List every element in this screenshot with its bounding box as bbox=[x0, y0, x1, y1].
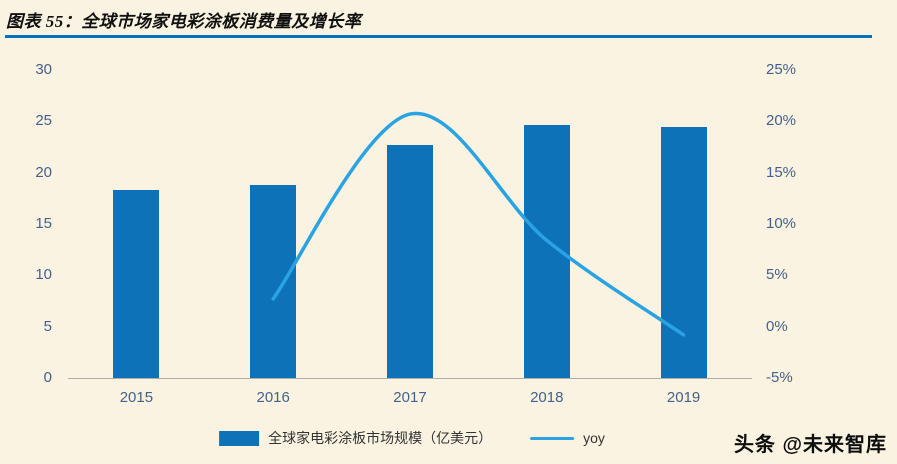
yoy-line bbox=[271, 111, 686, 337]
right-axis-tick-label: 5% bbox=[766, 266, 788, 284]
title-underline bbox=[5, 35, 872, 38]
bar-series-swatch bbox=[219, 430, 260, 446]
figure-title: 图表 55：全球市场家电彩涂板消费量及增长率 bbox=[6, 12, 362, 31]
bar bbox=[660, 127, 707, 378]
line-series-swatch bbox=[530, 436, 575, 440]
line-series-label: yoy bbox=[583, 430, 605, 446]
right-axis-tick-label: 15% bbox=[766, 163, 797, 181]
x-axis-label: 2018 bbox=[530, 389, 564, 406]
bar-series-label: 全球家电彩涂板市场规模（亿美元） bbox=[268, 430, 493, 446]
bar bbox=[387, 144, 433, 378]
left-axis-tick-label: 15 bbox=[35, 215, 52, 232]
right-axis-tick-label: 20% bbox=[766, 112, 797, 130]
bar bbox=[523, 125, 570, 378]
right-axis-tick-label: 25% bbox=[766, 61, 797, 78]
left-axis-tick-label: 0 bbox=[43, 369, 52, 386]
bar bbox=[250, 184, 297, 378]
left-axis-tick-label: 25 bbox=[35, 112, 52, 130]
chart-legend: 全球家电彩涂板市场规模（亿美元） yoy bbox=[219, 428, 605, 448]
left-axis-tick-label: 30 bbox=[35, 61, 52, 78]
right-axis-tick-label: -5% bbox=[766, 369, 793, 386]
bar bbox=[113, 190, 160, 378]
left-axis-tick-label: 5 bbox=[43, 317, 52, 335]
watermark: 头条 @未来智库 bbox=[733, 434, 887, 456]
legend-item-line: yoy bbox=[530, 430, 605, 446]
right-axis-tick-label: 0% bbox=[766, 317, 788, 335]
x-axis-label: 2015 bbox=[119, 389, 154, 406]
x-axis-label: 2017 bbox=[393, 389, 427, 406]
right-axis-tick-label: 10% bbox=[766, 215, 797, 232]
x-axis-label: 2016 bbox=[256, 389, 290, 406]
x-axis-label: 2019 bbox=[666, 389, 701, 406]
legend-item-bar: 全球家电彩涂板市场规模（亿美元） bbox=[219, 428, 492, 448]
left-axis-tick-label: 10 bbox=[35, 266, 52, 284]
x-axis-line bbox=[68, 378, 752, 379]
left-axis-tick-label: 20 bbox=[35, 163, 52, 181]
